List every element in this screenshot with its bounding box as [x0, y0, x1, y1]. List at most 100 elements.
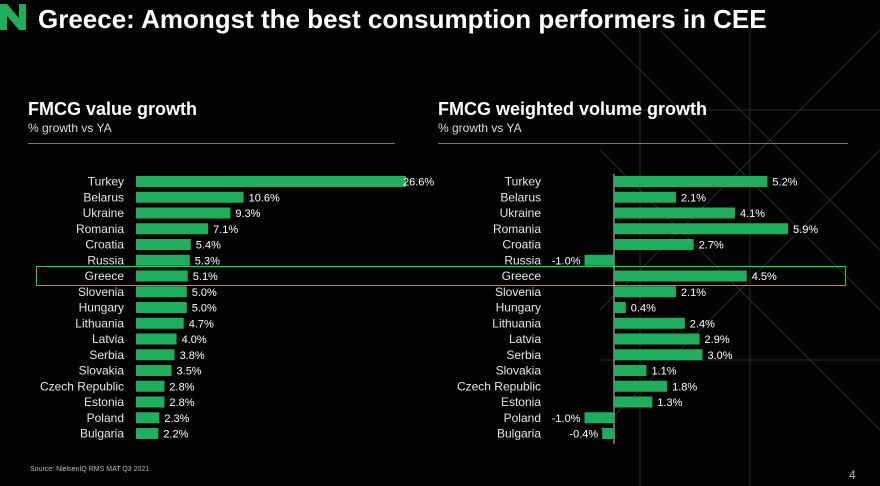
volume-category-label: Latvia: [509, 332, 541, 346]
value-data-label: 2.8%: [169, 397, 194, 409]
volume-bar: [585, 412, 615, 423]
value-data-label: 3.8%: [180, 350, 205, 362]
value-category-label: Serbia: [89, 348, 124, 362]
bar-charts: Turkey 26.6% Belarus 10.6% Ukraine 9.3% Romani…: [0, 0, 880, 486]
page-number: 4: [849, 468, 856, 482]
value-category-label: Russia: [87, 253, 124, 267]
value-category-label: Slovakia: [79, 364, 125, 378]
value-data-label: 4.0%: [182, 334, 207, 346]
volume-category-label: Bulgaria: [497, 427, 541, 441]
volume-bar: [614, 302, 626, 313]
volume-data-label: -1.0%: [552, 255, 581, 267]
volume-data-label: 5.9%: [793, 224, 818, 236]
volume-bar: [614, 239, 694, 250]
source-note: Source: NielsenIQ RMS MAT Q3 2021: [30, 466, 149, 473]
volume-data-label: 4.5%: [752, 271, 777, 283]
volume-bar: [614, 176, 767, 187]
volume-bar: [614, 286, 676, 297]
volume-category-label: Russia: [504, 253, 541, 267]
value-data-label: 3.5%: [177, 366, 202, 378]
value-category-label: Greece: [85, 269, 125, 283]
volume-data-label: 2.9%: [705, 334, 730, 346]
volume-category-label: Romania: [493, 222, 541, 236]
volume-data-label: 1.8%: [672, 381, 697, 393]
value-bar: [136, 176, 406, 187]
volume-bar: [614, 223, 788, 234]
value-bar: [136, 428, 158, 439]
volume-data-label: 2.1%: [681, 192, 706, 204]
volume-data-label: 1.3%: [657, 397, 682, 409]
value-category-label: Belarus: [83, 190, 124, 204]
value-data-label: 5.0%: [192, 303, 217, 315]
volume-category-label: Slovenia: [495, 285, 541, 299]
value-category-label: Latvia: [92, 332, 124, 346]
value-bar: [136, 239, 191, 250]
value-category-label: Czech Republic: [40, 379, 124, 393]
volume-category-label: Turkey: [505, 175, 541, 189]
volume-data-label: 2.1%: [681, 287, 706, 299]
value-data-label: 7.1%: [213, 224, 238, 236]
volume-category-label: Belarus: [500, 190, 541, 204]
value-data-label: 5.1%: [193, 271, 218, 283]
value-bar: [136, 192, 244, 203]
volume-category-label: Serbia: [506, 348, 541, 362]
volume-bar: [614, 349, 703, 360]
volume-data-label: 0.4%: [631, 303, 656, 315]
value-bar: [136, 271, 188, 282]
volume-bar: [614, 397, 652, 408]
value-bar: [136, 412, 159, 423]
volume-category-label: Greece: [502, 269, 542, 283]
volume-data-label: -0.4%: [569, 429, 598, 441]
volume-bar: [614, 381, 667, 392]
value-bar: [136, 318, 184, 329]
value-bar: [136, 286, 187, 297]
value-data-label: 2.8%: [169, 381, 194, 393]
volume-category-label: Hungary: [496, 301, 541, 315]
value-data-label: 26.6%: [403, 177, 434, 189]
value-category-label: Slovenia: [78, 285, 124, 299]
volume-bar: [614, 208, 735, 219]
value-data-label: 10.6%: [249, 192, 280, 204]
volume-category-label: Czech Republic: [457, 379, 541, 393]
value-data-label: 5.4%: [196, 240, 221, 252]
volume-bar: [614, 192, 676, 203]
volume-data-label: 3.0%: [708, 350, 733, 362]
volume-data-label: 4.1%: [740, 208, 765, 220]
value-bar: [136, 381, 164, 392]
value-data-label: 5.3%: [195, 255, 220, 267]
value-category-label: Hungary: [79, 301, 124, 315]
value-bar: [136, 397, 164, 408]
value-data-label: 4.7%: [189, 318, 214, 330]
volume-bar: [614, 334, 700, 345]
value-category-label: Bulgaria: [80, 427, 124, 441]
value-bar: [136, 334, 177, 345]
value-bar: [136, 349, 175, 360]
volume-category-label: Slovakia: [496, 364, 542, 378]
volume-bar: [614, 318, 685, 329]
value-data-label: 5.0%: [192, 287, 217, 299]
value-data-label: 2.2%: [163, 429, 188, 441]
volume-data-label: 1.1%: [651, 366, 676, 378]
value-category-label: Croatia: [85, 238, 124, 252]
value-category-label: Lithuania: [75, 316, 124, 330]
value-data-label: 9.3%: [235, 208, 260, 220]
volume-bar: [614, 271, 747, 282]
value-bar: [136, 208, 230, 219]
value-bar: [136, 302, 187, 313]
volume-category-label: Croatia: [502, 238, 541, 252]
volume-data-label: 2.7%: [699, 240, 724, 252]
volume-category-label: Ukraine: [500, 206, 542, 220]
volume-data-label: 5.2%: [772, 177, 797, 189]
value-bar: [136, 255, 190, 266]
value-data-label: 2.3%: [164, 413, 189, 425]
value-category-label: Ukraine: [83, 206, 125, 220]
value-category-label: Turkey: [88, 175, 124, 189]
value-category-label: Romania: [76, 222, 124, 236]
value-category-label: Estonia: [84, 395, 124, 409]
volume-bar: [614, 365, 646, 376]
value-category-label: Poland: [87, 411, 124, 425]
volume-data-label: 2.4%: [690, 318, 715, 330]
volume-category-label: Estonia: [501, 395, 541, 409]
volume-category-label: Poland: [504, 411, 541, 425]
value-bar: [136, 223, 208, 234]
